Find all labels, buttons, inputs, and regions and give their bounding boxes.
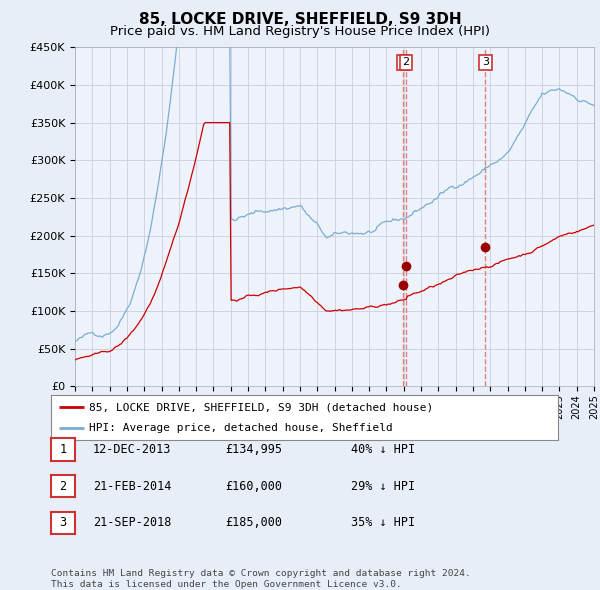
Text: 21-SEP-2018: 21-SEP-2018 (93, 516, 172, 529)
Text: 35% ↓ HPI: 35% ↓ HPI (351, 516, 415, 529)
Text: 2: 2 (59, 480, 67, 493)
Text: 3: 3 (59, 516, 67, 529)
Text: 29% ↓ HPI: 29% ↓ HPI (351, 480, 415, 493)
Text: 85, LOCKE DRIVE, SHEFFIELD, S9 3DH (detached house): 85, LOCKE DRIVE, SHEFFIELD, S9 3DH (deta… (89, 402, 433, 412)
Text: 1: 1 (59, 443, 67, 456)
Text: 85, LOCKE DRIVE, SHEFFIELD, S9 3DH: 85, LOCKE DRIVE, SHEFFIELD, S9 3DH (139, 12, 461, 27)
Text: 3: 3 (482, 57, 489, 67)
Text: £160,000: £160,000 (225, 480, 282, 493)
Text: 21-FEB-2014: 21-FEB-2014 (93, 480, 172, 493)
Text: £134,995: £134,995 (225, 443, 282, 456)
Text: £185,000: £185,000 (225, 516, 282, 529)
Text: Price paid vs. HM Land Registry's House Price Index (HPI): Price paid vs. HM Land Registry's House … (110, 25, 490, 38)
Text: HPI: Average price, detached house, Sheffield: HPI: Average price, detached house, Shef… (89, 422, 393, 432)
Text: Contains HM Land Registry data © Crown copyright and database right 2024.
This d: Contains HM Land Registry data © Crown c… (51, 569, 471, 589)
Text: 12-DEC-2013: 12-DEC-2013 (93, 443, 172, 456)
Text: 40% ↓ HPI: 40% ↓ HPI (351, 443, 415, 456)
Text: 1: 1 (400, 57, 406, 67)
Text: 2: 2 (403, 57, 410, 67)
